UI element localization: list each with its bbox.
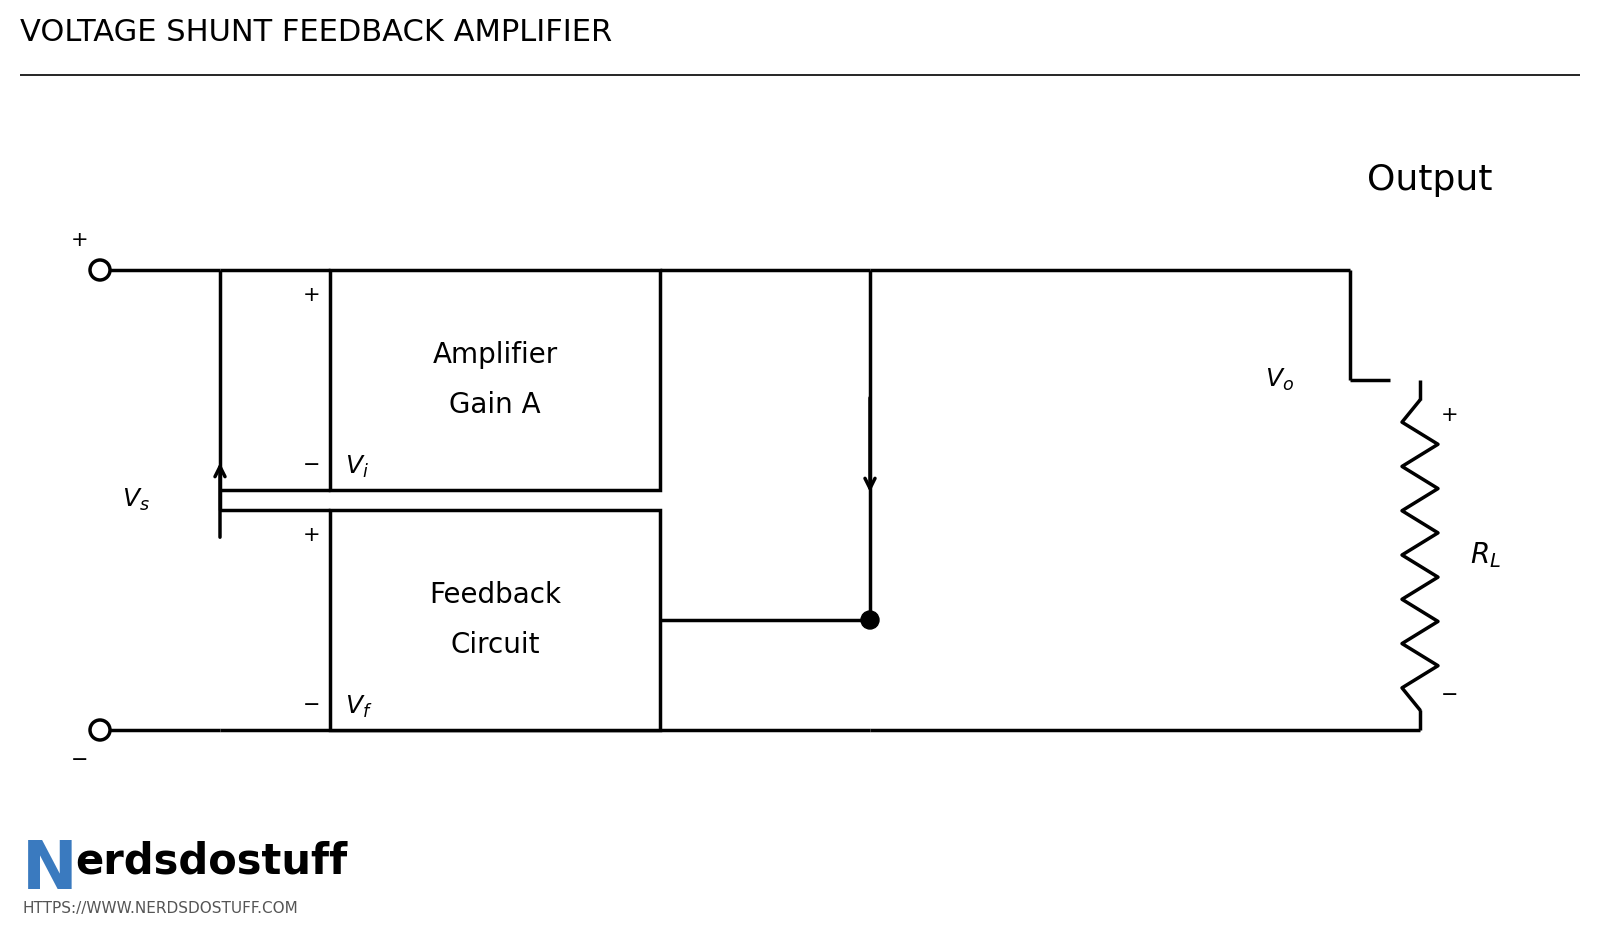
Circle shape (861, 611, 878, 629)
Bar (330, 510, 661, 730)
Text: VOLTAGE SHUNT FEEDBACK AMPLIFIER: VOLTAGE SHUNT FEEDBACK AMPLIFIER (19, 18, 613, 47)
Text: $R_L$: $R_L$ (1470, 540, 1501, 570)
Text: −: − (304, 455, 320, 475)
Text: Circuit: Circuit (450, 631, 539, 659)
Text: +: + (1442, 405, 1459, 425)
Text: $V_i$: $V_i$ (346, 454, 370, 480)
Text: Amplifier: Amplifier (432, 341, 558, 369)
Text: erdsdostuff: erdsdostuff (75, 841, 347, 883)
Text: N: N (22, 837, 78, 903)
Text: +: + (302, 285, 322, 305)
Text: Output: Output (1368, 163, 1493, 197)
Text: $V_f$: $V_f$ (346, 694, 373, 720)
Text: HTTPS://WWW.NERDSDOSTUFF.COM: HTTPS://WWW.NERDSDOSTUFF.COM (22, 901, 298, 916)
Text: Gain A: Gain A (450, 391, 541, 419)
Bar (330, 270, 661, 490)
Text: $V_o$: $V_o$ (1266, 367, 1294, 393)
Text: −: − (1442, 685, 1459, 705)
Text: −: − (304, 695, 320, 715)
Text: Feedback: Feedback (429, 581, 562, 609)
Text: +: + (70, 230, 90, 250)
Text: +: + (302, 525, 322, 545)
Text: −: − (72, 750, 88, 770)
Text: $V_s$: $V_s$ (122, 487, 150, 514)
